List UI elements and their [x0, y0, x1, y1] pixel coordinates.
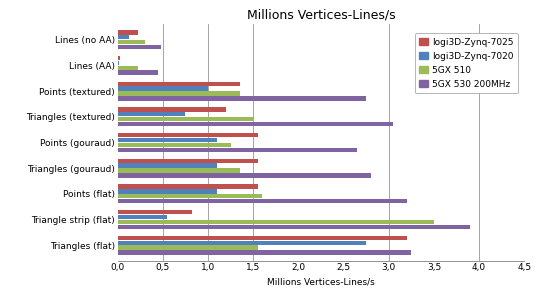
Bar [118, 148, 357, 152]
Bar [118, 173, 371, 178]
Bar [118, 138, 217, 142]
Bar [118, 71, 158, 75]
Bar [118, 189, 217, 194]
Bar [118, 96, 366, 101]
Bar [118, 250, 411, 255]
Bar [118, 86, 208, 91]
Bar [118, 122, 393, 126]
Bar [118, 30, 137, 35]
Bar [118, 215, 167, 219]
Bar [118, 164, 217, 168]
Bar [118, 56, 119, 60]
Bar [118, 143, 231, 147]
Title: Millions Vertices-Lines/s: Millions Vertices-Lines/s [247, 9, 395, 22]
Bar [118, 82, 240, 86]
Bar [118, 236, 407, 240]
Bar [118, 61, 119, 65]
Bar [118, 210, 192, 214]
Bar [118, 40, 145, 44]
Bar [118, 184, 258, 189]
X-axis label: Millions Vertices-Lines/s: Millions Vertices-Lines/s [267, 278, 375, 287]
Bar [118, 112, 186, 116]
Legend: logi3D-Zynq-7025, logi3D-Zynq-7020, 5GX 510, 5GX 530 200MHz: logi3D-Zynq-7025, logi3D-Zynq-7020, 5GX … [415, 33, 518, 93]
Bar [118, 225, 470, 229]
Bar [118, 45, 161, 49]
Bar [118, 194, 262, 198]
Bar [118, 117, 253, 121]
Bar [118, 35, 128, 39]
Bar [118, 66, 137, 70]
Bar [118, 91, 240, 96]
Bar [118, 241, 366, 245]
Bar [118, 158, 258, 163]
Bar [118, 199, 407, 203]
Bar [118, 107, 226, 112]
Bar [118, 168, 240, 173]
Bar [118, 220, 434, 224]
Bar [118, 245, 258, 250]
Bar [118, 133, 258, 137]
